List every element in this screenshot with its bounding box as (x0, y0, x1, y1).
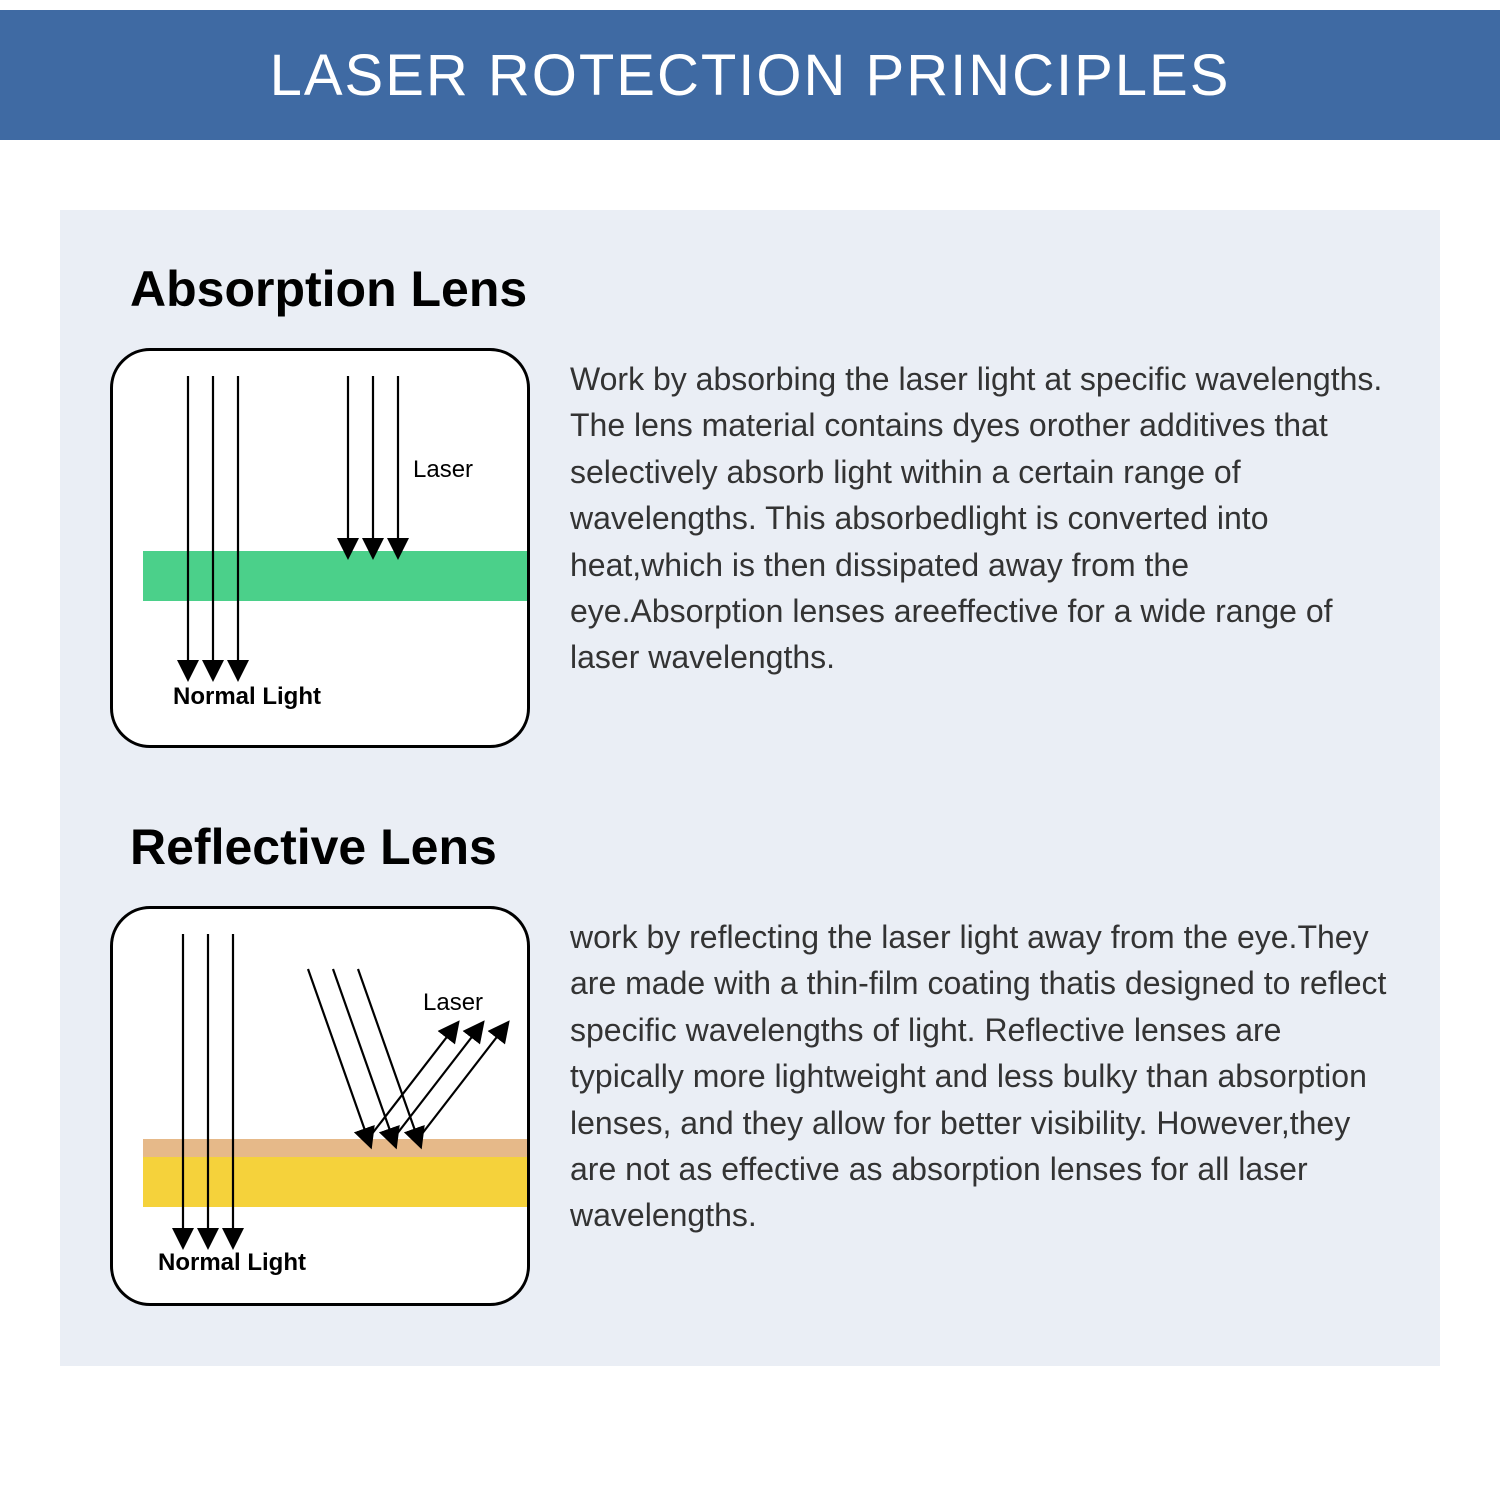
absorption-diagram: Normal Light Laser (110, 348, 530, 748)
section-body-absorption: Normal Light Laser Work by absorbing the… (110, 348, 1390, 748)
reflective-laser-label: Laser (423, 989, 483, 1017)
reflective-description: work by reflecting the laser light away … (570, 906, 1390, 1239)
section-body-reflective: Normal Light Laser work by reflecting th… (110, 906, 1390, 1306)
content-panel: Absorption Lens Normal Light Laser Work … (60, 210, 1440, 1366)
page-title: LASER ROTECTION PRINCIPLES (270, 42, 1231, 109)
section-title-absorption: Absorption Lens (130, 260, 1390, 318)
reflective-diagram: Normal Light Laser (110, 906, 530, 1306)
reflective-arrows-svg (113, 909, 530, 1306)
section-title-reflective: Reflective Lens (130, 818, 1390, 876)
absorption-description: Work by absorbing the laser light at spe… (570, 348, 1390, 681)
section-reflective: Reflective Lens Normal Light Laser work … (110, 818, 1390, 1306)
absorption-laser-label: Laser (413, 456, 473, 484)
absorption-normal-light-label: Normal Light (173, 683, 321, 711)
reflective-normal-light-label: Normal Light (158, 1249, 306, 1277)
section-absorption: Absorption Lens Normal Light Laser Work … (110, 260, 1390, 748)
header-bar: LASER ROTECTION PRINCIPLES (0, 10, 1500, 140)
